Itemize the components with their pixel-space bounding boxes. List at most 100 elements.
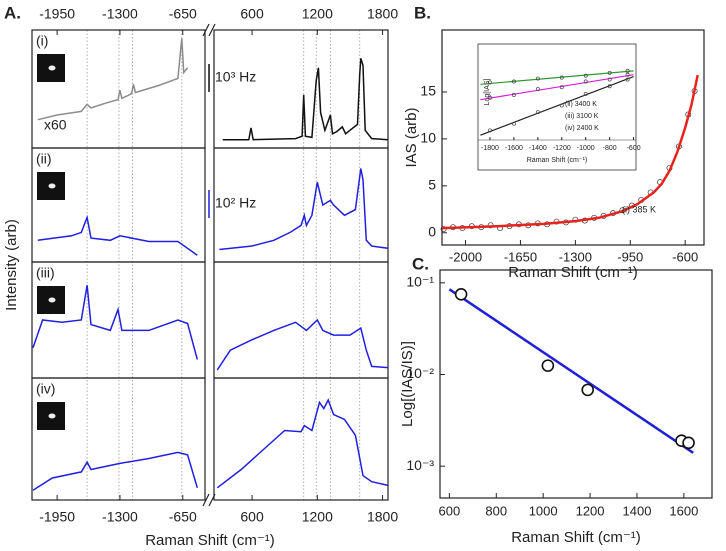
data-point: [535, 76, 540, 81]
fit-line: [448, 288, 694, 454]
data-point: [682, 436, 695, 450]
panel-letter: C.: [412, 254, 429, 273]
data-point: [625, 77, 630, 82]
spectrum: [219, 168, 389, 251]
panel-label: (i): [36, 33, 48, 49]
x-axis-title: Raman Shift (cm⁻¹): [145, 532, 275, 549]
scale-bar-label: 10³ Hz: [215, 69, 256, 85]
y-tick-label: 15: [420, 83, 436, 99]
fit-label: (ii) 3400 K: [565, 101, 597, 108]
x-tick-label-top: 1800: [367, 6, 398, 22]
annotation: x60: [44, 117, 67, 133]
x-axis-title: Raman Shift (cm⁻¹): [511, 529, 641, 546]
x-tick-label: -1650: [504, 249, 537, 264]
x-tick-label: -1300: [559, 249, 592, 264]
data-point: [454, 287, 468, 301]
x-tick-label-top: -1300: [102, 6, 138, 22]
spectrum: [37, 38, 189, 121]
y-axis-title: Log[(IAS/IS)]: [399, 341, 416, 427]
spectrum: [216, 398, 389, 489]
x-tick-label: -1400: [529, 145, 547, 152]
break-mark: [208, 23, 216, 37]
y-tick-label: 10⁻²: [406, 365, 434, 381]
x-tick-label: 1600: [669, 503, 698, 518]
spectrum: [222, 58, 389, 141]
panel-frame: [213, 261, 389, 379]
x-tick-label: -600: [672, 249, 698, 264]
x-tick-label: -1000: [577, 145, 595, 152]
data-point: [625, 72, 630, 77]
x-tick-label-top: -650: [169, 6, 197, 22]
x-tick-label-top: 1200: [302, 6, 333, 22]
panel-label: (iii): [36, 265, 55, 281]
fit-label: (i) 385 K: [622, 204, 656, 214]
fit-label: (iii) 3100 K: [565, 113, 599, 120]
data-point: [583, 79, 588, 84]
spectrum: [216, 318, 389, 371]
break-mark: [202, 23, 210, 37]
x-tick-label: 1400: [623, 503, 652, 518]
thumbnail-spot: [48, 297, 56, 303]
data-point: [559, 85, 564, 90]
inset-frame: [477, 43, 637, 171]
data-point: [541, 359, 555, 372]
data-point: [511, 92, 516, 97]
y-tick-label: 10: [420, 130, 436, 146]
break-mark: [202, 493, 210, 507]
panel-frame: [31, 147, 206, 263]
y-tick-label: 10⁻¹: [406, 274, 434, 290]
y-axis-title: IAS (arb): [403, 107, 420, 167]
panel-letter: B.: [414, 3, 431, 22]
plot-frame: [441, 29, 705, 246]
x-tick-label: 1000: [529, 503, 558, 518]
x-axis-title: Raman Shift (cm⁻¹): [527, 157, 587, 164]
x-tick-label: -1200: [553, 145, 571, 152]
data-point: [625, 68, 630, 73]
x-tick-label: -1800: [481, 145, 499, 152]
y-axis-title: Intensity (arb): [3, 219, 20, 311]
data-point: [488, 80, 492, 85]
data-point: [535, 87, 540, 92]
spectrum: [32, 285, 199, 360]
spectrum: [32, 451, 199, 491]
x-tick-label: 600: [240, 509, 264, 525]
data-point: [583, 73, 588, 78]
fit-line: [441, 74, 699, 230]
scale-bar-label: 10² Hz: [215, 195, 256, 211]
x-tick-label: -600: [627, 145, 641, 152]
panel-label: (ii): [36, 151, 52, 167]
x-tick-label: -1300: [102, 509, 138, 525]
thumbnail-spot: [48, 65, 56, 71]
x-tick-label: -1950: [39, 509, 75, 525]
data-point: [559, 75, 564, 80]
data-point: [488, 128, 492, 133]
x-tick-label-top: 600: [240, 6, 264, 22]
x-tick-label: 1800: [367, 509, 398, 525]
x-tick-label: -650: [169, 509, 197, 525]
plot-frame: [439, 269, 713, 499]
data-point: [535, 110, 540, 115]
y-tick-label: 0: [428, 223, 436, 239]
x-tick-label: 1200: [576, 503, 605, 518]
x-tick-label: -950: [617, 249, 643, 264]
thumbnail-spot: [48, 183, 56, 189]
x-tick-label: -1600: [505, 145, 523, 152]
x-tick-label: -800: [603, 145, 617, 152]
data-point: [581, 383, 595, 397]
x-tick-label: 600: [439, 503, 461, 518]
panel-frame: [213, 29, 389, 149]
data-point: [559, 103, 564, 108]
y-tick-label: 5: [428, 177, 436, 193]
x-tick-label: 800: [485, 503, 507, 518]
panel-label: (iv): [36, 381, 55, 397]
y-tick-label: 10⁻³: [406, 457, 434, 473]
thumbnail-spot: [48, 413, 56, 419]
data-point: [583, 91, 588, 96]
fit-label: (iv) 2400 K: [565, 125, 599, 132]
panel-frame: [213, 377, 389, 501]
data-point: [607, 84, 612, 89]
x-tick-label-top: -1950: [39, 6, 75, 22]
data-point: [607, 77, 612, 82]
x-tick-label: 1200: [302, 509, 333, 525]
